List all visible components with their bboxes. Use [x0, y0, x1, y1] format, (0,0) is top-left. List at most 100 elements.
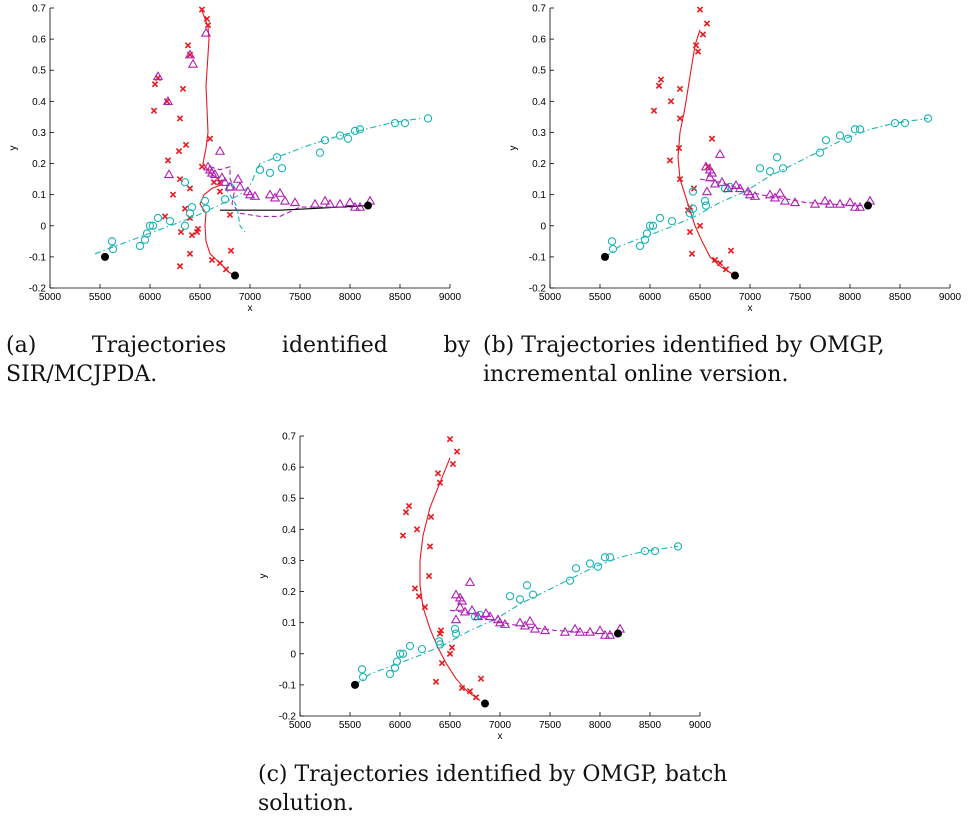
data-point-triangle-marker — [450, 589, 462, 599]
x-tick-label: 5500 — [89, 292, 112, 303]
data-point-triangle-marker — [200, 27, 212, 37]
data-point-circle-marker — [701, 201, 711, 210]
data-point-triangle-marker — [187, 58, 199, 68]
data-point-x-marker — [716, 259, 724, 267]
start-point-marker — [231, 271, 239, 280]
data-point-x-marker — [227, 247, 235, 254]
data-point-x-marker — [436, 630, 444, 637]
start-point-marker — [101, 252, 109, 261]
data-point-x-marker — [177, 228, 185, 236]
data-point-circle-marker — [390, 118, 400, 128]
data-point-x-marker — [688, 250, 696, 257]
data-point-triangle-marker — [219, 176, 231, 186]
data-point-circle-marker — [821, 136, 831, 145]
data-point-x-marker — [448, 644, 456, 651]
data-point-circle-marker — [607, 237, 617, 246]
data-point-circle-marker — [272, 153, 282, 162]
data-point-triangle-marker — [234, 181, 246, 191]
data-point-x-marker — [676, 115, 684, 122]
x-tick-label: 7500 — [539, 720, 562, 731]
trajectory-line-red — [677, 29, 736, 277]
data-point-circle-marker — [688, 187, 698, 196]
data-point-x-marker — [436, 479, 444, 486]
x-tick-label: 5000 — [289, 720, 312, 731]
data-point-x-marker — [675, 144, 683, 152]
caption-b: (b) Trajectories identified by OMGP, inc… — [483, 333, 885, 387]
data-point-triangle-marker — [709, 178, 721, 188]
data-point-x-marker — [184, 42, 192, 49]
y-tick-label: 0.3 — [532, 128, 546, 139]
y-tick-label: -0.1 — [529, 252, 547, 263]
data-point-triangle-marker — [701, 186, 713, 196]
data-point-x-marker — [699, 31, 707, 38]
data-point-triangle-marker — [734, 183, 746, 193]
data-point-triangle-marker — [704, 172, 716, 182]
data-point-triangle-marker — [539, 625, 551, 635]
data-point-circle-marker — [648, 221, 658, 230]
data-point-circle-marker — [108, 244, 118, 254]
data-point-x-marker — [667, 98, 675, 105]
y-tick-label: 0.5 — [32, 66, 46, 77]
data-point-circle-marker — [515, 595, 525, 604]
data-point-triangle-marker — [456, 595, 468, 605]
data-point-x-marker — [226, 211, 234, 219]
data-point-x-marker — [198, 163, 206, 170]
data-point-circle-marker — [772, 153, 782, 162]
y-tick-label: 0.1 — [532, 190, 546, 201]
x-tick-label: 5500 — [589, 292, 612, 303]
data-point-circle-marker — [180, 221, 190, 230]
data-point-circle-marker — [765, 167, 775, 176]
data-point-circle-marker — [385, 669, 395, 679]
data-point-x-marker — [466, 687, 474, 695]
data-point-circle-marker — [201, 204, 211, 213]
data-point-circle-marker — [505, 592, 515, 601]
data-point-circle-marker — [688, 204, 698, 213]
data-point-triangle-marker — [494, 617, 506, 627]
data-point-x-marker — [727, 247, 735, 254]
data-point-triangle-marker — [722, 183, 734, 193]
y-tick-label: 0 — [290, 649, 296, 660]
data-point-x-marker — [438, 659, 446, 667]
data-point-x-marker — [179, 85, 187, 93]
data-point-triangle-marker — [232, 173, 244, 183]
data-point-x-marker — [722, 266, 730, 273]
data-point-circle-marker — [635, 241, 645, 251]
data-point-x-marker — [193, 228, 201, 236]
y-axis-label: y — [8, 146, 19, 151]
data-point-triangle-marker — [354, 201, 366, 211]
data-point-x-marker — [703, 20, 711, 27]
data-point-triangle-marker — [324, 198, 336, 208]
data-point-circle-marker — [778, 164, 788, 173]
x-tick-label: 7500 — [289, 292, 312, 303]
data-point-circle-marker — [605, 553, 615, 562]
data-point-circle-marker — [655, 213, 665, 223]
data-point-triangle-marker — [269, 192, 281, 202]
data-point-x-marker — [204, 21, 212, 29]
data-point-triangle-marker — [466, 604, 478, 614]
y-tick-label: 0.5 — [282, 494, 296, 505]
data-point-x-marker — [206, 135, 214, 142]
data-point-x-marker — [216, 259, 224, 267]
y-axis-label: y — [258, 574, 269, 579]
data-point-triangle-marker — [319, 195, 331, 205]
data-point-x-marker — [426, 543, 434, 550]
data-point-x-marker — [411, 585, 419, 592]
start-point-marker — [601, 252, 609, 261]
data-point-circle-marker — [608, 244, 618, 254]
data-point-triangle-marker — [716, 176, 728, 186]
y-tick-label: 0.6 — [282, 463, 296, 474]
data-point-circle-marker — [855, 125, 865, 134]
data-point-circle-marker — [593, 562, 603, 571]
y-tick-label: -0.1 — [279, 680, 297, 691]
data-point-x-marker — [477, 675, 485, 682]
data-point-triangle-marker — [450, 614, 462, 624]
data-point-triangle-marker — [700, 161, 712, 171]
data-point-triangle-marker — [344, 197, 356, 207]
data-point-circle-marker — [392, 657, 402, 666]
start-point-marker — [731, 271, 739, 280]
data-point-triangle-marker — [279, 195, 291, 205]
data-point-triangle-marker — [162, 96, 174, 106]
data-point-triangle-marker — [604, 629, 616, 639]
data-point-x-marker — [181, 205, 189, 212]
data-point-circle-marker — [451, 629, 461, 638]
